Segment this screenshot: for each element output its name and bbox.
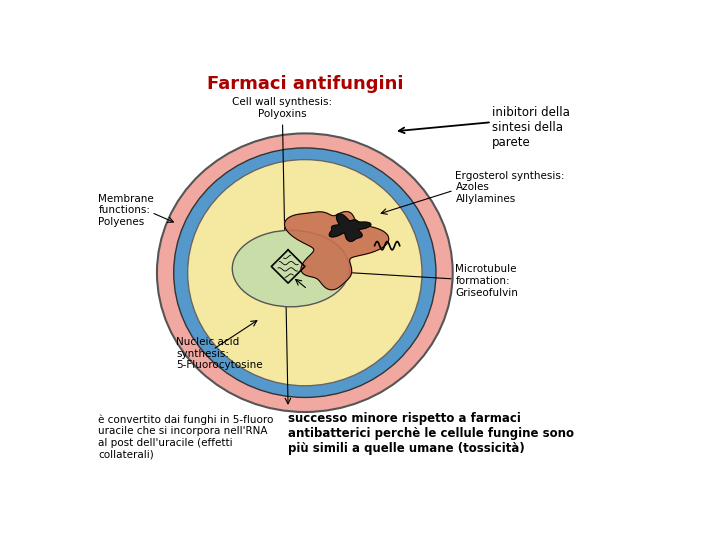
Text: Ergosterol synthesis:
Azoles
Allylamines: Ergosterol synthesis: Azoles Allylamines xyxy=(456,171,565,204)
Text: Nucleic acid
synthesis:
5-Fluorocytosine: Nucleic acid synthesis: 5-Fluorocytosine xyxy=(176,337,263,370)
Ellipse shape xyxy=(188,160,422,386)
Text: successo minore rispetto a farmaci
antibatterici perchè le cellule fungine sono
: successo minore rispetto a farmaci antib… xyxy=(288,412,574,455)
Ellipse shape xyxy=(174,148,436,397)
Polygon shape xyxy=(329,214,371,241)
Ellipse shape xyxy=(157,133,453,412)
Text: Microtubule
formation:
Griseofulvin: Microtubule formation: Griseofulvin xyxy=(456,265,518,298)
Text: Cell wall synthesis:
Polyoxins: Cell wall synthesis: Polyoxins xyxy=(233,97,333,119)
Text: è convertito dai funghi in 5-fluoro
uracile che si incorpora nell'RNA
al post de: è convertito dai funghi in 5-fluoro urac… xyxy=(99,414,274,460)
Text: Membrane
functions:
Polyenes: Membrane functions: Polyenes xyxy=(99,194,154,227)
Text: inibitori della
sintesi della
parete: inibitori della sintesi della parete xyxy=(492,106,570,150)
Polygon shape xyxy=(284,212,389,290)
Ellipse shape xyxy=(233,230,349,307)
Text: Farmaci antifungini: Farmaci antifungini xyxy=(207,75,403,93)
